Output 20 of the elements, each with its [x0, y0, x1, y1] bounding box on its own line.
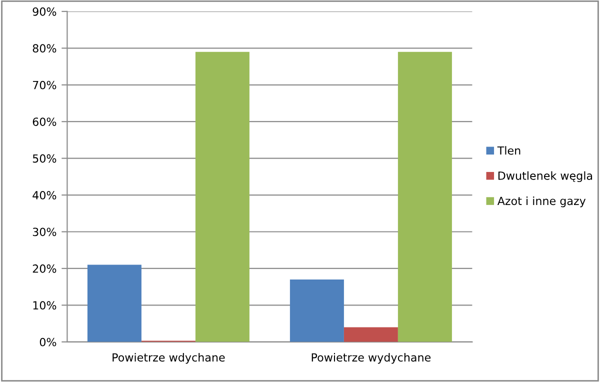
y-tick-label: 80% [32, 44, 56, 53]
y-tick-label: 90% [32, 7, 56, 16]
bar [290, 279, 344, 342]
y-tick-label: 0% [40, 338, 56, 346]
y-tick-label: 70% [33, 80, 56, 90]
y-tick-label: 10% [33, 301, 56, 310]
y-tick-label: 20% [32, 264, 56, 273]
legend-label: Azot i inne gazy [497, 196, 586, 208]
y-tick-label: 60% [32, 118, 56, 126]
legend-label: Tlen [497, 146, 520, 155]
y-tick-label: 50% [32, 154, 56, 163]
bar [87, 264, 142, 342]
x-tick-label: Powietrze wdychane [112, 353, 225, 364]
bar [344, 327, 398, 342]
bar [195, 52, 250, 342]
legend-label: Dwutlenek węgla [498, 171, 592, 182]
y-tick-label: 40% [32, 191, 56, 200]
bar [398, 52, 452, 342]
x-tick-label: Powietrze wydychane [312, 353, 431, 364]
y-tick-label: 30% [32, 228, 56, 236]
